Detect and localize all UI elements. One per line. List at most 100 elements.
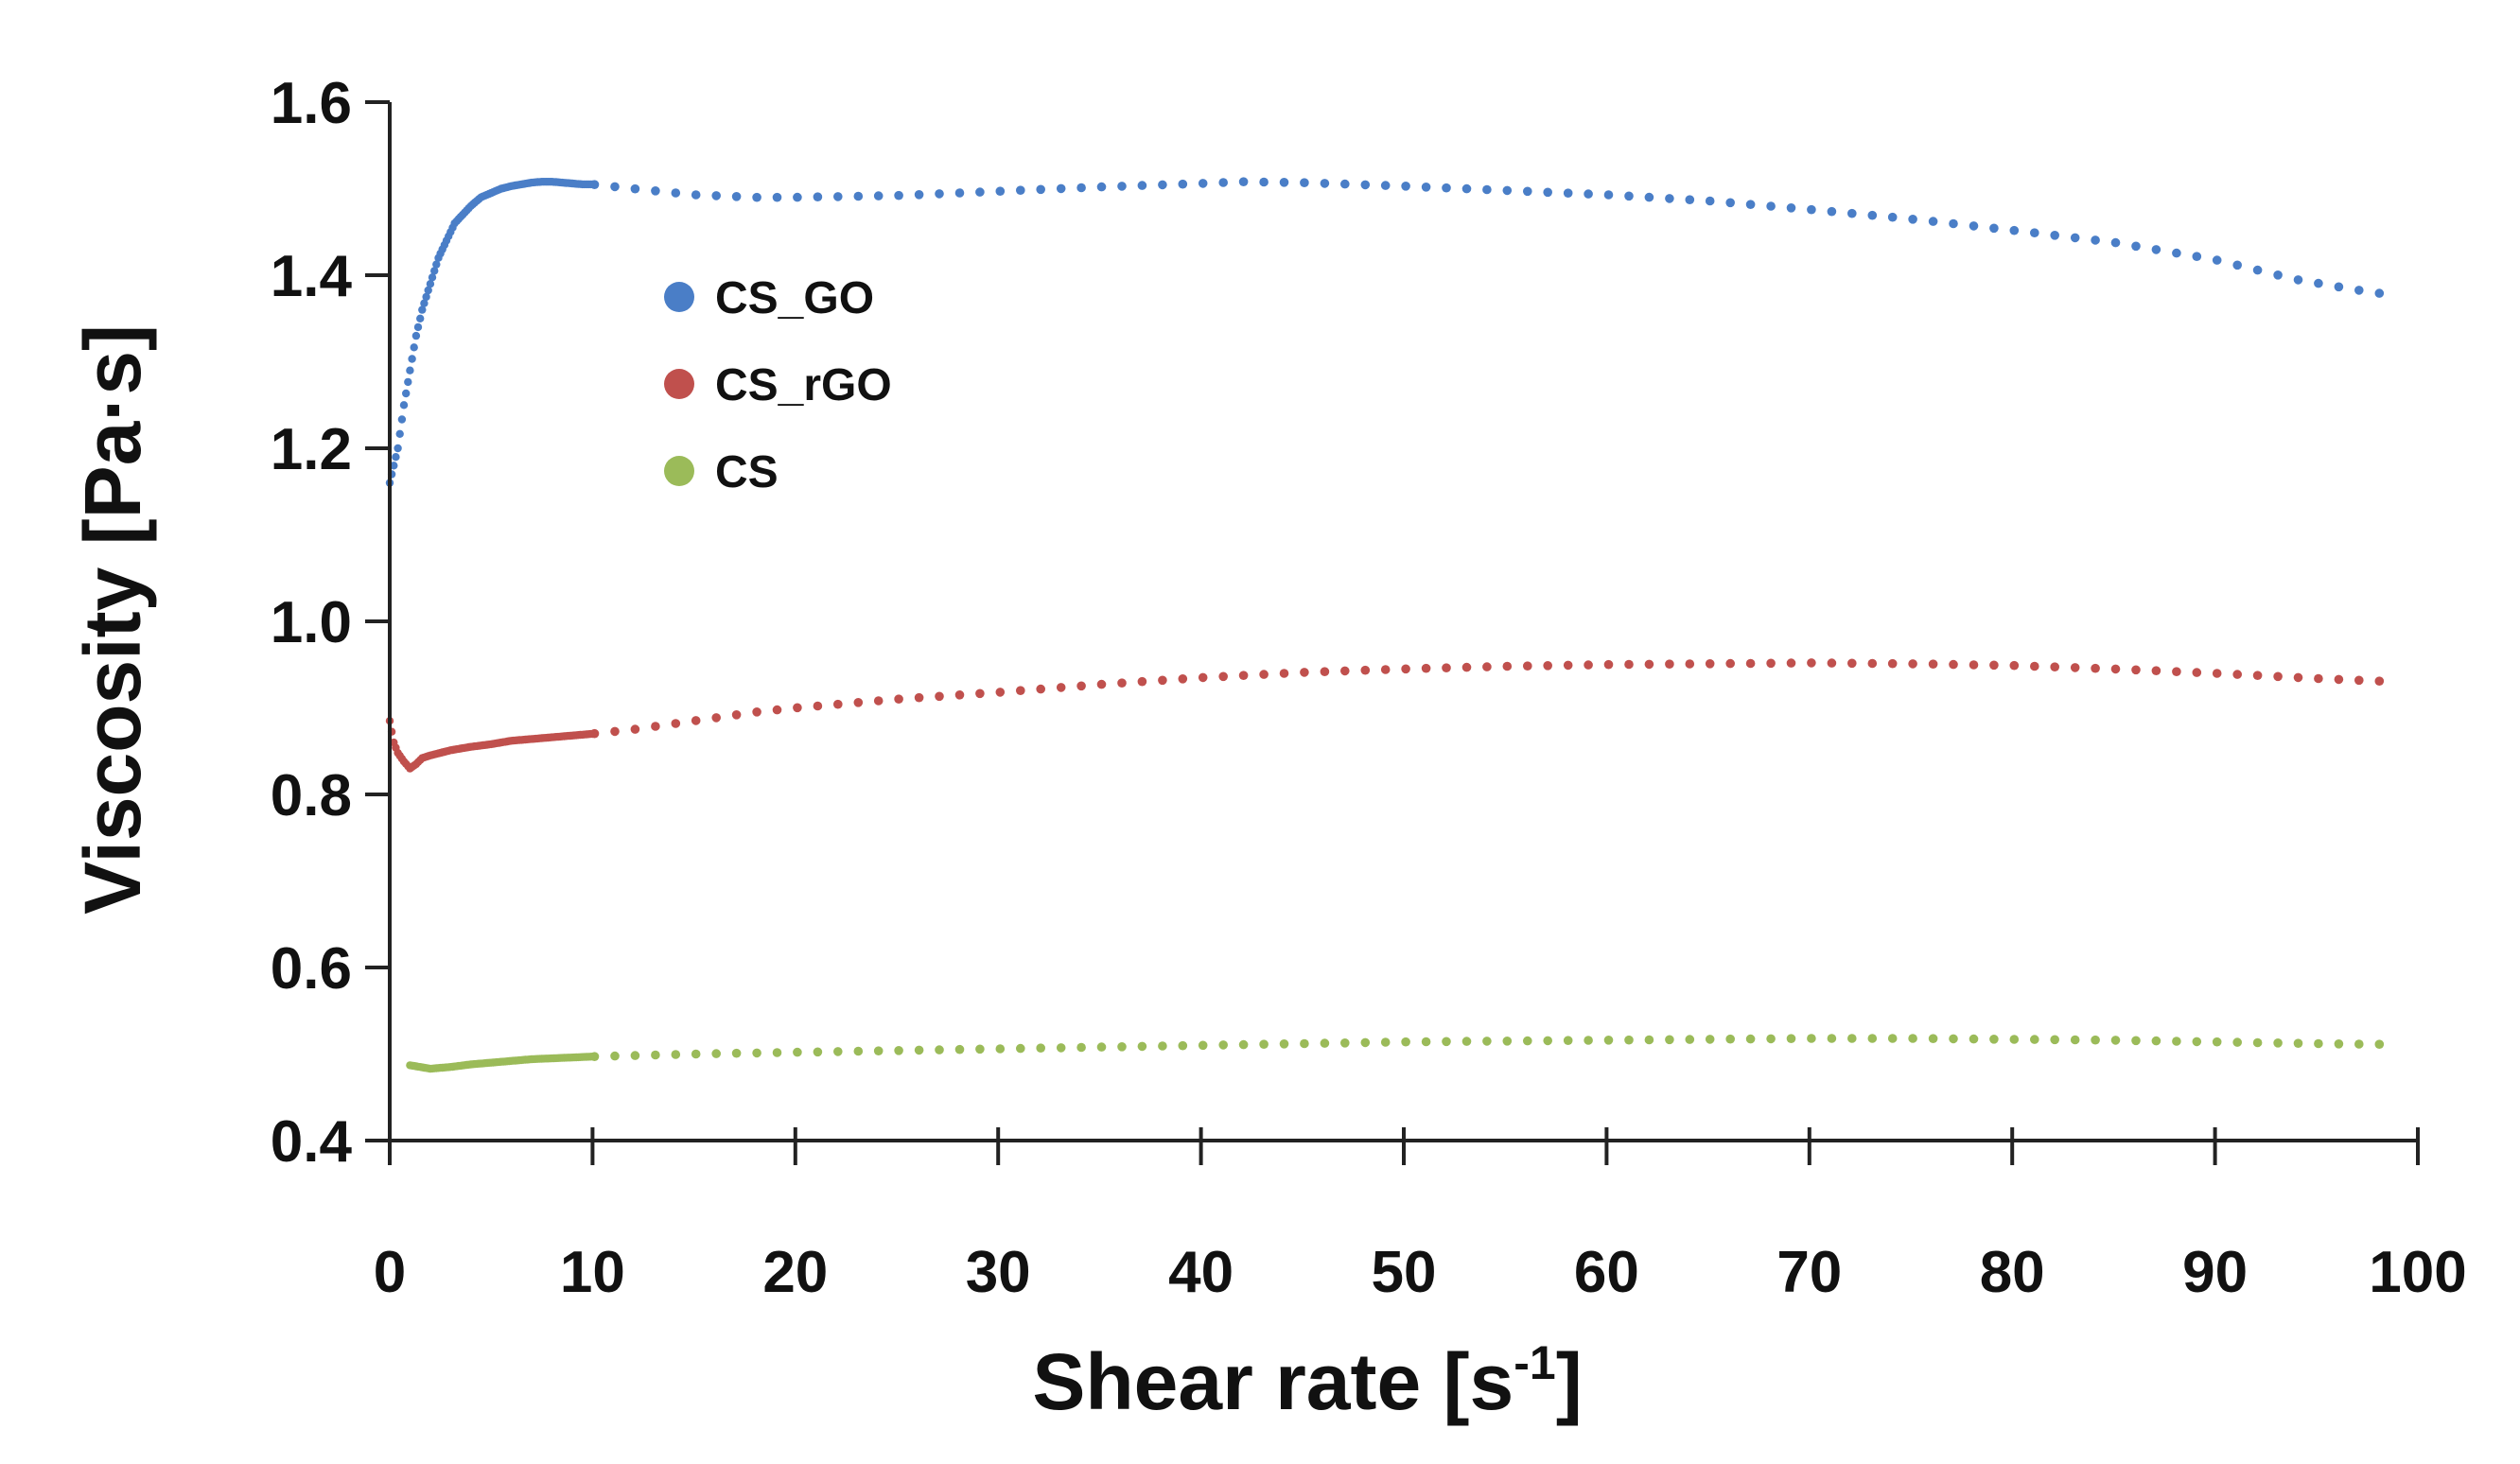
data-point [630,724,640,734]
data-point [2273,671,2283,682]
data-point [1421,663,1431,673]
data-point [392,453,400,462]
data-point [2252,265,2263,275]
data-point [671,188,681,198]
data-point [424,286,432,295]
data-point [1523,1036,1532,1046]
data-point [1380,1037,1391,1047]
data-point [399,401,409,410]
data-point [1279,178,1289,187]
x-tick-label: 20 [762,1240,828,1305]
data-point [1259,1039,1269,1049]
ticks: 0.4 0.6 0.8 1.0 1.2 1.4 1.6 0 10 20 30 40 50 60 70 80 90… [271,71,2467,1305]
data-point [1360,1037,1371,1048]
data-point [2374,288,2385,298]
data-point [1178,1040,1188,1051]
data-point [1685,659,1695,669]
x-tick-label: 90 [2182,1240,2248,1305]
data-point [1502,185,1513,196]
data-point [2273,270,2283,280]
data-point [610,1051,620,1061]
data-point [651,1050,660,1060]
data-point [1665,194,1674,203]
data-point [1766,201,1776,211]
data-point [1401,182,1410,191]
data-point [1745,658,1756,669]
data-point [711,713,721,723]
data-point [1218,1040,1228,1050]
legend-label: CS [715,447,779,497]
data-point [1725,1034,1735,1044]
data-point [1807,204,1816,215]
data-point [752,707,761,717]
data-point [954,690,965,700]
data-point [2009,660,2020,671]
data-point [1766,1034,1776,1044]
legend: CS_GO CS_rGO CS [664,273,892,497]
series-layer [385,177,2385,1073]
data-point [1320,1038,1330,1048]
legend-marker [664,282,694,312]
data-point [1096,679,1107,689]
data-point [1340,1038,1350,1048]
data-point [1624,191,1634,201]
data-point [833,699,843,709]
y-tick-label: 1.2 [271,417,352,482]
data-point [1624,659,1634,670]
data-point [873,1046,884,1055]
data-point [1300,668,1309,677]
data-point [2172,248,2181,258]
data-point [1036,684,1045,694]
data-point [1401,664,1410,674]
data-point [1076,1042,1086,1053]
data-point [1665,659,1674,669]
data-point [406,366,414,375]
data-point [418,305,427,314]
data-point [1056,683,1066,692]
data-point [1360,180,1371,190]
data-point [894,190,903,200]
data-point [1847,1034,1857,1043]
data-point [2212,669,2222,678]
data-point [2070,1035,2080,1045]
x-axis-title-close: ] [1556,1337,1583,1426]
data-point [1949,659,1958,670]
data-point [2030,661,2039,671]
data-point [1523,186,1532,197]
series-cs [406,1034,2385,1073]
x-axis-title-superscript: -1 [1514,1336,1555,1389]
data-point [1016,185,1025,195]
data-point [1705,659,1715,669]
data-point [1482,1037,1492,1046]
data-point [1685,195,1695,204]
data-point [793,703,802,713]
data-point [2232,260,2242,270]
data-point [1076,681,1086,691]
data-point [2314,1038,2323,1049]
y-tick-label: 1.4 [271,244,353,309]
data-point [1461,662,1472,672]
data-point [2192,668,2202,677]
data-point [671,1050,681,1059]
data-point [1847,208,1857,218]
data-point [691,190,701,200]
data-point [1928,659,1938,669]
legend-item: CS_GO [664,273,874,323]
data-point [1117,1042,1127,1052]
data-point [1887,658,1898,669]
data-point [2374,1039,2385,1049]
data-point [1076,183,1086,193]
data-point [651,722,660,731]
data-point [914,692,924,703]
data-point [813,192,823,201]
data-point [1178,674,1188,684]
data-point [2151,245,2161,254]
data-point [1543,661,1552,671]
data-point [651,186,660,196]
data-point [2030,228,2039,237]
data-point [1442,183,1451,193]
data-point [397,415,407,424]
x-tick-label: 70 [1776,1240,1842,1305]
data-point [2212,1037,2222,1047]
data-point [2070,233,2080,243]
